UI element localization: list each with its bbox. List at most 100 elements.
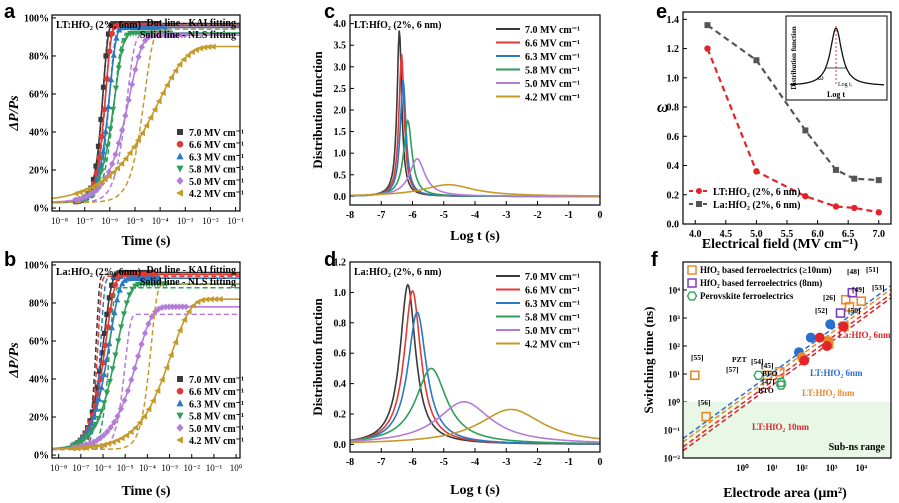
kai-fit-line	[52, 283, 240, 451]
legend: 7.0 MV cm⁻¹ 6.6 MV cm⁻¹ 6.3 MV cm⁻¹ 5.8 MV …	[496, 25, 580, 104]
x-tick-label: 10⁰	[230, 463, 243, 473]
data-point	[181, 31, 188, 39]
legend-marker	[176, 189, 183, 197]
point-label: [56]	[698, 398, 711, 407]
data-point	[100, 431, 108, 439]
y-tick-label: 40%	[29, 375, 49, 386]
data-point	[122, 155, 129, 162]
data-point	[152, 308, 159, 316]
data-point	[753, 57, 760, 64]
scaling-line	[683, 285, 891, 440]
x-tick-label: 6.5	[842, 229, 855, 240]
legend-marker	[177, 376, 183, 382]
data-point	[205, 43, 212, 50]
y-axis-label: ΔP/Ps	[7, 95, 22, 132]
data-point	[103, 53, 109, 59]
data-point	[126, 292, 133, 299]
series-line	[706, 48, 879, 214]
data-point	[98, 384, 105, 391]
data-point	[118, 160, 125, 167]
x-tick-label: 10¹	[766, 463, 778, 473]
data-point	[112, 85, 120, 92]
x-tick-label: -8	[346, 457, 354, 468]
y-tick-label: 0%	[34, 451, 49, 462]
data-point	[163, 81, 170, 89]
panel-letter: b	[4, 249, 16, 271]
distribution-line	[350, 367, 600, 445]
y-tick-labels: 0.0 0.2 0.4 0.6 0.8 1.0 1.2 1.4	[667, 15, 687, 231]
kai-fit-line	[52, 28, 240, 204]
x-tick-label: -6	[408, 210, 416, 221]
data-point	[802, 127, 809, 134]
legend-label: 5.0 MV cm⁻¹	[189, 424, 244, 435]
x-tick-label: 4.5	[720, 229, 733, 240]
data-point	[175, 31, 182, 39]
legend-label: 5.0 MV cm⁻¹	[525, 79, 580, 90]
y-tick-label: 60%	[29, 89, 49, 100]
data-point	[142, 37, 149, 44]
data-point	[86, 430, 94, 437]
subns-band	[683, 402, 891, 458]
y-tick-label: 0.2	[334, 410, 347, 421]
data-point	[117, 405, 125, 413]
data-point	[110, 51, 117, 58]
data-point	[101, 400, 108, 407]
data-point	[129, 286, 136, 293]
x-tick-label: 10⁻⁴	[139, 463, 156, 473]
legend-label: 5.0 MV cm⁻¹	[525, 326, 580, 337]
data-point	[107, 424, 114, 431]
nls-fit-line	[52, 45, 240, 200]
data-point	[138, 340, 145, 348]
x-tick-labels: -8 -7 -6 -5 -4 -3 -2 -1 0	[346, 201, 603, 221]
x-tick-label: -5	[440, 210, 448, 221]
y-axis-label: Switching time (ns)	[641, 307, 656, 414]
legend-label: 6.6 MV cm⁻¹	[189, 387, 244, 398]
y-tick-label: 100%	[24, 13, 49, 24]
data-point	[212, 296, 219, 303]
data-point	[124, 387, 131, 395]
legend-marker	[176, 412, 184, 420]
data-point	[155, 274, 162, 281]
y-axis-label: Distribution function	[310, 51, 325, 169]
data-point	[93, 163, 99, 169]
x-tick-label: 10⁻⁷	[72, 463, 89, 473]
y-tick-label: 60%	[29, 336, 49, 347]
x-axis-label: Time (s)	[121, 234, 170, 249]
x-tick-label: 10⁻⁸	[50, 463, 67, 473]
legend-marker	[696, 188, 702, 194]
legend-marker	[176, 152, 184, 160]
legend-label: 5.8 MV cm⁻¹	[525, 313, 580, 324]
data-point	[111, 418, 118, 426]
data-point	[838, 321, 849, 332]
data-point	[84, 433, 91, 440]
data-point	[112, 282, 119, 288]
plot-marks	[52, 21, 240, 205]
fit-note-nls: Solid line - NLS fitting	[140, 277, 236, 288]
legend-label: 7.0 MV cm⁻¹	[525, 272, 580, 283]
data-point	[875, 209, 882, 216]
legend-label: La:HfO₂ (2%, 6 nm)	[713, 200, 800, 211]
data-point	[95, 143, 102, 149]
plot-frame	[349, 14, 601, 206]
data-point	[168, 74, 175, 81]
data-point	[97, 179, 104, 186]
data-point	[176, 327, 183, 334]
data-point	[188, 48, 195, 56]
data-point	[104, 143, 111, 150]
data-point	[148, 32, 155, 39]
data-point	[189, 302, 196, 309]
kai-fit-line	[52, 313, 240, 451]
data-point	[102, 342, 109, 349]
x-tick-label: 0	[598, 210, 603, 221]
y-tick-label: 20%	[29, 413, 49, 424]
y-tick-label: 0.0	[667, 220, 680, 231]
y-axis-label: ΔP/Ps	[7, 342, 22, 379]
x-axis-label: Time (s)	[121, 484, 170, 499]
data-point	[82, 193, 89, 201]
data-point	[162, 303, 169, 311]
data-point	[179, 303, 186, 311]
x-tick-label: 5.0	[750, 229, 763, 240]
data-point	[89, 409, 95, 415]
legend-marker	[176, 399, 184, 407]
y-tick-labels: 0% 20% 40% 60% 80% 100%	[24, 260, 56, 462]
